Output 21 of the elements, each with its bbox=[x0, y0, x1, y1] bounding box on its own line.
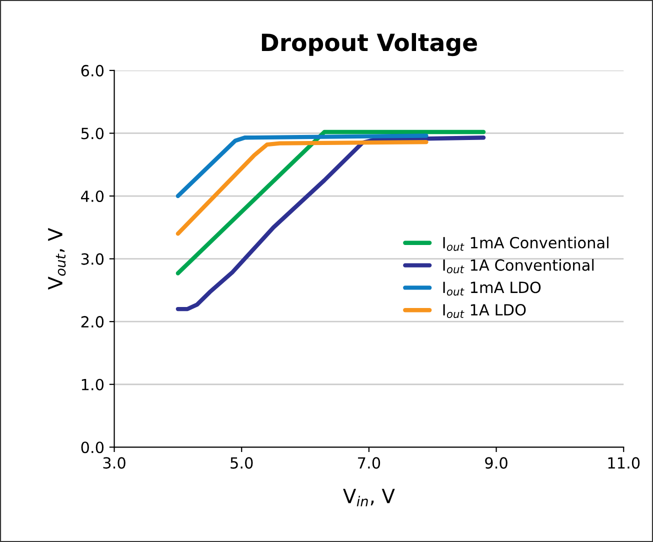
x-tick-label: 5.0 bbox=[230, 457, 253, 469]
legend-label: I$_{out}$ 1A Conventional bbox=[443, 259, 594, 274]
x-tick-label: 3.0 bbox=[103, 457, 126, 469]
legend-label: I$_{out}$ 1mA Conventional bbox=[443, 236, 608, 251]
x-tick-label: 7.0 bbox=[358, 457, 380, 469]
y-tick-label: 6.0 bbox=[81, 64, 104, 76]
legend-label: I$_{out}$ 1mA LDO bbox=[443, 282, 541, 296]
y-tick-label: 4.0 bbox=[81, 190, 104, 202]
y-tick-label: 5.0 bbox=[81, 128, 104, 140]
y-axis-title: V$_{out}$, V bbox=[48, 228, 66, 290]
y-tick-label: 3.0 bbox=[81, 253, 104, 265]
line-series bbox=[176, 134, 428, 198]
x-tick-label: 11.0 bbox=[608, 457, 640, 469]
x-axis-title: V$_{in}$, V bbox=[343, 488, 395, 506]
chart-title: Dropout Voltage bbox=[262, 33, 477, 56]
y-tick-label: 2.0 bbox=[81, 316, 104, 328]
line-series bbox=[176, 140, 428, 236]
y-tick-label: 0.0 bbox=[81, 442, 104, 454]
x-tick-label: 9.0 bbox=[485, 457, 508, 469]
y-tick-label: 1.0 bbox=[82, 378, 104, 390]
legend-label: I$_{out}$ 1A LDO bbox=[443, 304, 526, 318]
